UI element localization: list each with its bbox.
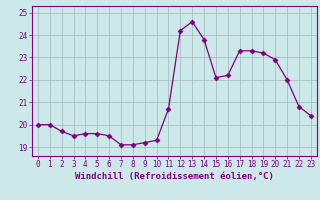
X-axis label: Windchill (Refroidissement éolien,°C): Windchill (Refroidissement éolien,°C) (75, 172, 274, 181)
